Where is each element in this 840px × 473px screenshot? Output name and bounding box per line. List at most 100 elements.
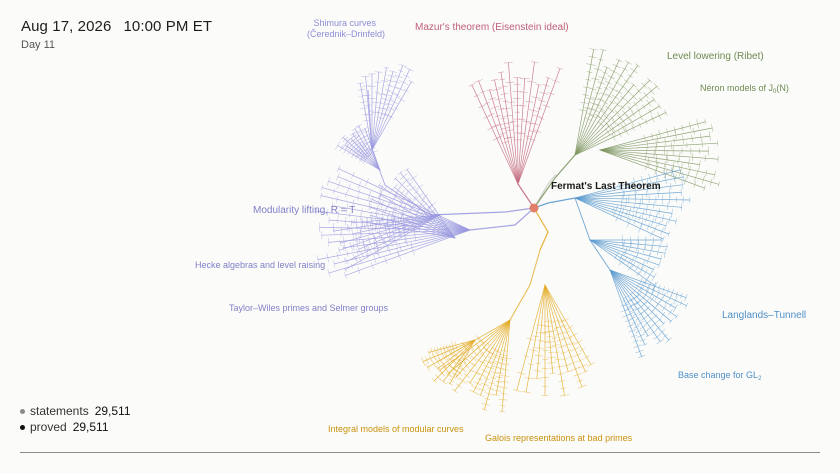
modularity-upper-fan-tick xyxy=(400,218,403,228)
galois-fan-tick xyxy=(554,351,560,354)
neron-fan-tick xyxy=(686,172,690,179)
level-lowering-fan-tick xyxy=(582,94,589,96)
modularity-fan-tick xyxy=(345,216,347,226)
langlands-fan-tick xyxy=(673,173,676,184)
hecke-fan-tick xyxy=(370,196,374,203)
shimura-fan-tick xyxy=(380,80,388,82)
hecke-fan-spoke xyxy=(379,184,456,239)
modularity-fan-tick xyxy=(409,207,412,212)
shimura-fan-tick xyxy=(390,100,399,105)
galois-fan-tick xyxy=(512,389,521,392)
langlands-mid-fan-tick xyxy=(631,261,636,269)
mazur-fan-tick xyxy=(501,141,510,144)
galois-fan-tick xyxy=(558,345,565,348)
hecke-fan-tick xyxy=(415,184,424,190)
modularity-fan-tick xyxy=(346,251,349,257)
neron-label: Néron models of J0(N) xyxy=(700,83,789,95)
level-lowering-fan-tick xyxy=(591,77,600,81)
mazur-fan-spoke xyxy=(508,62,519,185)
shimura-fan-tick xyxy=(398,80,409,85)
integral-fan-tick xyxy=(459,366,467,373)
langlands-mid-fan-tick xyxy=(666,243,668,250)
langlands-fan-tick xyxy=(632,213,635,219)
langlands-mid-fan-tick xyxy=(652,241,654,250)
level-lowering-fan-tick xyxy=(621,67,628,71)
modularity-fan-tick xyxy=(327,237,330,247)
level-lowering-fan-tick xyxy=(585,112,595,116)
neron-fan-tick xyxy=(683,177,687,185)
modularity-fan-tick xyxy=(404,231,406,240)
shimura-fan-lower-tick xyxy=(363,133,372,137)
langlands-fan-tick xyxy=(638,182,641,189)
level-lowering-fan-tick xyxy=(585,63,596,66)
base-change-fan-tick xyxy=(648,281,652,288)
green-trunk xyxy=(533,154,576,209)
level-lowering-fan-tick xyxy=(597,81,605,85)
modularity-fan-tick xyxy=(405,238,408,246)
mazur-fan-spoke xyxy=(471,84,519,185)
level-lowering-fan-tick xyxy=(624,60,632,65)
modularity-upper-fan-spoke xyxy=(358,214,441,250)
mazur-fan-tick xyxy=(506,136,516,139)
base-change-fan-tick xyxy=(658,329,666,335)
integral-fan-tick xyxy=(458,377,467,384)
modularity-fan-tick xyxy=(358,189,361,195)
langlands-fan-tick xyxy=(651,217,655,227)
galois-fan-tick xyxy=(536,324,547,327)
langlands-mid-fan-tick xyxy=(643,275,650,284)
base-change-fan-tick xyxy=(636,333,645,338)
base-change-fan-tick xyxy=(673,296,678,305)
modularity-fan-tick xyxy=(326,252,330,263)
level-lowering-fan-tick xyxy=(646,99,652,107)
neron-fan-spoke xyxy=(599,149,709,152)
level-lowering-fan-tick xyxy=(583,107,592,110)
langlands-fan-spoke xyxy=(574,197,664,240)
modularity-upper-fan-tick xyxy=(351,229,354,239)
galois-fan-tick xyxy=(544,330,554,333)
neron-fan-tick xyxy=(643,134,646,142)
integral-fan-tick xyxy=(466,380,474,386)
integral-lower-fan-tick xyxy=(454,352,458,357)
langlands-mid-fan-tick xyxy=(635,264,640,271)
level-lowering-fan-tick xyxy=(578,109,588,112)
galois-fan-tick xyxy=(544,325,553,328)
modularity-fan-tick xyxy=(361,208,363,214)
base-change-fan-tick xyxy=(629,301,639,308)
modularity-upper-fan-tick xyxy=(350,219,352,227)
integral-lower-fan-tick xyxy=(442,365,450,373)
base-change-subscript: 2 xyxy=(758,376,762,382)
shimura-fan-lower-tick xyxy=(342,136,348,143)
level-lowering-fan-tick xyxy=(603,120,610,127)
mazur-fan-tick xyxy=(495,123,505,127)
level-lowering-fan-tick xyxy=(625,99,631,105)
modularity-fan-tick xyxy=(357,195,360,201)
root-node[interactable] xyxy=(529,203,539,213)
integral-lower-fan-tick xyxy=(431,378,437,384)
base-change-fan-tick xyxy=(635,349,644,354)
shimura-fan-tick xyxy=(374,71,383,73)
modularity-fan-tick xyxy=(392,204,396,212)
langlands-fan-tick xyxy=(639,199,641,208)
langlands-fan-tick xyxy=(635,187,637,194)
langlands-mid-fan-spoke xyxy=(589,239,666,254)
modularity-fan-tick xyxy=(345,203,349,213)
integral-lower-fan-tick xyxy=(451,341,455,351)
mazur-fan-tick xyxy=(499,78,506,81)
mazur-fan-spoke xyxy=(517,68,561,185)
langlands-mid-fan-tick xyxy=(622,256,628,265)
level-lowering-fan-tick xyxy=(585,97,595,100)
shimura-fan-tick xyxy=(384,113,393,118)
level-lowering-fan-tick xyxy=(643,92,649,99)
neron-fan-tick xyxy=(646,140,649,148)
galois-fan-tick xyxy=(549,367,556,369)
integral-lower-fan-tick xyxy=(461,356,468,361)
integral-fan-spoke xyxy=(455,319,511,378)
level-lowering-fan-spoke xyxy=(574,49,604,156)
galois-fan-spoke xyxy=(544,284,592,365)
shimura-fan-tick xyxy=(386,79,395,83)
level-lowering-fan-tick xyxy=(603,66,611,69)
integral-fan-tick xyxy=(499,405,506,407)
level-lowering-fan-tick xyxy=(631,125,635,131)
integral-fan-tick xyxy=(470,348,477,355)
integral-fan-tick xyxy=(437,365,444,374)
